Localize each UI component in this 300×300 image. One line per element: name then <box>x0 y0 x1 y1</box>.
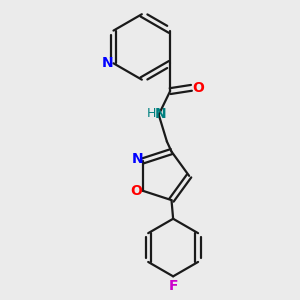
Text: H: H <box>147 107 156 120</box>
Text: F: F <box>168 278 178 292</box>
Text: N: N <box>131 152 143 166</box>
Text: O: O <box>130 184 142 199</box>
Text: O: O <box>193 81 205 95</box>
Text: N: N <box>102 56 113 70</box>
Text: N: N <box>155 107 167 121</box>
